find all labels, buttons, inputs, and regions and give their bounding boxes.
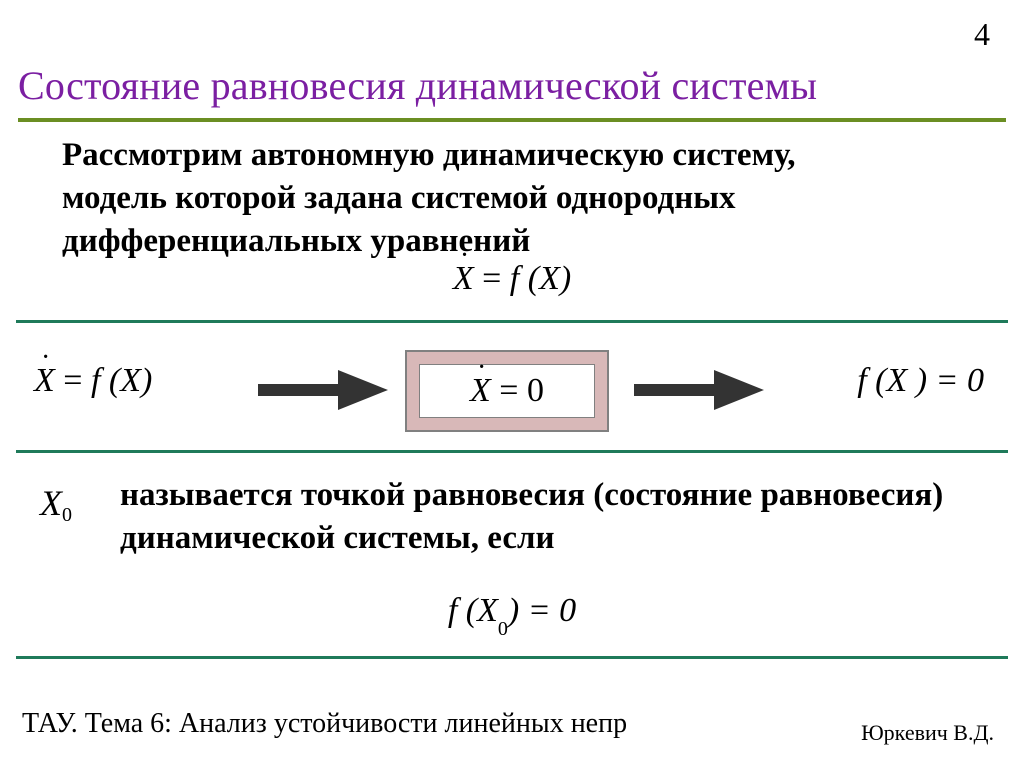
definition-paragraph: называется точкой равновесия (состояние …: [120, 474, 990, 560]
author-text: Юркевич В.Д.: [861, 720, 994, 746]
equation-center-box: ·X = 0: [405, 350, 609, 432]
divider-3: [16, 656, 1008, 659]
divider-2: [16, 450, 1008, 453]
equation-left: ·X = f (X): [34, 362, 152, 400]
arrow-right-icon: [634, 370, 764, 410]
equation-right: f (X ) = 0: [857, 362, 984, 400]
divider-1: [16, 320, 1008, 323]
equation-bottom: f (X0) = 0: [0, 592, 1024, 635]
arrow-left-icon: [258, 370, 388, 410]
slide-title: Состояние равновесия динамической систем…: [18, 62, 817, 109]
page-number: 4: [974, 16, 990, 53]
title-underline: [18, 118, 1006, 122]
equation-main: ·X = f (X): [0, 260, 1024, 298]
intro-paragraph: Рассмотрим автономную динамическую систе…: [62, 134, 892, 263]
equation-row: ·X = f (X) ·X = 0 f: [0, 338, 1024, 448]
x0-symbol: X0: [40, 482, 72, 524]
footer-text: ТАУ. Тема 6: Анализ устойчивости линейны…: [22, 708, 627, 740]
